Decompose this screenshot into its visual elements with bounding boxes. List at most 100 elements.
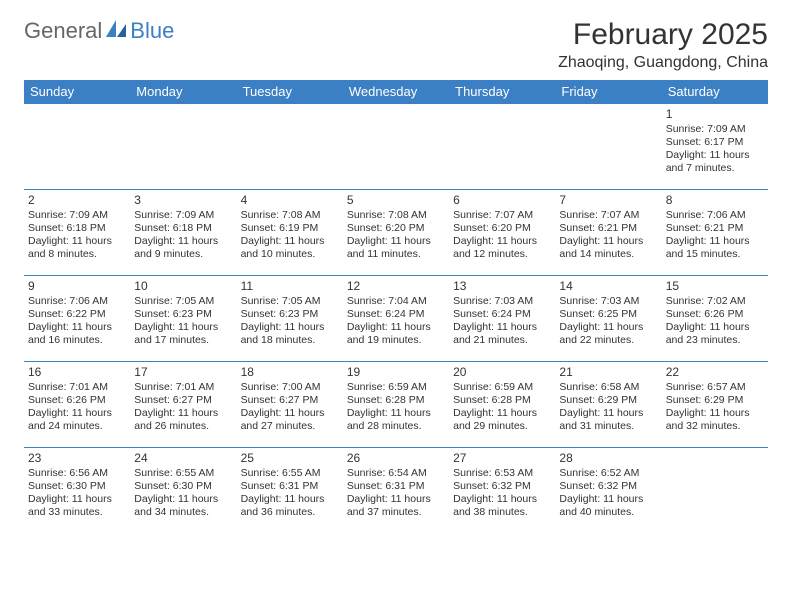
calendar-week: 1Sunrise: 7:09 AMSunset: 6:17 PMDaylight… [24,104,768,190]
daylight-text: Daylight: 11 hours and 15 minutes. [666,235,764,261]
sunset-text: Sunset: 6:20 PM [453,222,551,235]
sunset-text: Sunset: 6:29 PM [559,394,657,407]
day-header-monday: Monday [130,80,236,104]
sunset-text: Sunset: 6:23 PM [134,308,232,321]
sunrise-text: Sunrise: 7:01 AM [134,381,232,394]
sunrise-text: Sunrise: 7:04 AM [347,295,445,308]
sunset-text: Sunset: 6:30 PM [134,480,232,493]
sunset-text: Sunset: 6:19 PM [241,222,339,235]
sunset-text: Sunset: 6:28 PM [347,394,445,407]
calendar-week: 23Sunrise: 6:56 AMSunset: 6:30 PMDayligh… [24,448,768,534]
sunset-text: Sunset: 6:22 PM [28,308,126,321]
day-number: 12 [347,279,445,294]
logo-text-general: General [24,18,102,44]
day-number: 7 [559,193,657,208]
sunset-text: Sunset: 6:17 PM [666,136,764,149]
calendar-cell: 10Sunrise: 7:05 AMSunset: 6:23 PMDayligh… [130,276,236,362]
calendar-cell: 16Sunrise: 7:01 AMSunset: 6:26 PMDayligh… [24,362,130,448]
sunset-text: Sunset: 6:32 PM [559,480,657,493]
calendar-cell: 26Sunrise: 6:54 AMSunset: 6:31 PMDayligh… [343,448,449,534]
calendar-cell [237,104,343,190]
calendar-cell: 14Sunrise: 7:03 AMSunset: 6:25 PMDayligh… [555,276,661,362]
daylight-text: Daylight: 11 hours and 36 minutes. [241,493,339,519]
daylight-text: Daylight: 11 hours and 32 minutes. [666,407,764,433]
calendar-cell: 7Sunrise: 7:07 AMSunset: 6:21 PMDaylight… [555,190,661,276]
sunset-text: Sunset: 6:29 PM [666,394,764,407]
calendar-cell: 24Sunrise: 6:55 AMSunset: 6:30 PMDayligh… [130,448,236,534]
daylight-text: Daylight: 11 hours and 33 minutes. [28,493,126,519]
sunset-text: Sunset: 6:25 PM [559,308,657,321]
calendar-cell [662,448,768,534]
title-block: February 2025 Zhaoqing, Guangdong, China [558,18,768,72]
daylight-text: Daylight: 11 hours and 18 minutes. [241,321,339,347]
day-number: 24 [134,451,232,466]
day-number: 1 [666,107,764,122]
sunset-text: Sunset: 6:26 PM [28,394,126,407]
calendar-cell [130,104,236,190]
calendar-cell: 13Sunrise: 7:03 AMSunset: 6:24 PMDayligh… [449,276,555,362]
day-number: 25 [241,451,339,466]
daylight-text: Daylight: 11 hours and 23 minutes. [666,321,764,347]
calendar-cell: 17Sunrise: 7:01 AMSunset: 6:27 PMDayligh… [130,362,236,448]
sunrise-text: Sunrise: 6:56 AM [28,467,126,480]
sunset-text: Sunset: 6:18 PM [134,222,232,235]
logo: General Blue [24,18,174,44]
daylight-text: Daylight: 11 hours and 10 minutes. [241,235,339,261]
day-number: 17 [134,365,232,380]
header: General Blue February 2025 Zhaoqing, Gua… [24,18,768,72]
day-header-wednesday: Wednesday [343,80,449,104]
calendar-cell [343,104,449,190]
sunrise-text: Sunrise: 7:00 AM [241,381,339,394]
calendar-cell: 25Sunrise: 6:55 AMSunset: 6:31 PMDayligh… [237,448,343,534]
day-number: 5 [347,193,445,208]
day-number: 21 [559,365,657,380]
sunrise-text: Sunrise: 6:59 AM [347,381,445,394]
sunrise-text: Sunrise: 7:09 AM [134,209,232,222]
calendar-week: 2Sunrise: 7:09 AMSunset: 6:18 PMDaylight… [24,190,768,276]
daylight-text: Daylight: 11 hours and 40 minutes. [559,493,657,519]
calendar-cell: 4Sunrise: 7:08 AMSunset: 6:19 PMDaylight… [237,190,343,276]
sunrise-text: Sunrise: 6:55 AM [134,467,232,480]
sunset-text: Sunset: 6:30 PM [28,480,126,493]
calendar-cell: 19Sunrise: 6:59 AMSunset: 6:28 PMDayligh… [343,362,449,448]
calendar-cell: 22Sunrise: 6:57 AMSunset: 6:29 PMDayligh… [662,362,768,448]
daylight-text: Daylight: 11 hours and 19 minutes. [347,321,445,347]
sunrise-text: Sunrise: 6:58 AM [559,381,657,394]
calendar-cell: 11Sunrise: 7:05 AMSunset: 6:23 PMDayligh… [237,276,343,362]
sunrise-text: Sunrise: 7:08 AM [347,209,445,222]
sunset-text: Sunset: 6:21 PM [666,222,764,235]
sunset-text: Sunset: 6:21 PM [559,222,657,235]
daylight-text: Daylight: 11 hours and 21 minutes. [453,321,551,347]
sunset-text: Sunset: 6:24 PM [347,308,445,321]
daylight-text: Daylight: 11 hours and 31 minutes. [559,407,657,433]
day-number: 26 [347,451,445,466]
day-number: 4 [241,193,339,208]
daylight-text: Daylight: 11 hours and 27 minutes. [241,407,339,433]
day-number: 23 [28,451,126,466]
calendar-cell: 12Sunrise: 7:04 AMSunset: 6:24 PMDayligh… [343,276,449,362]
sunrise-text: Sunrise: 6:55 AM [241,467,339,480]
sunrise-text: Sunrise: 7:06 AM [666,209,764,222]
daylight-text: Daylight: 11 hours and 28 minutes. [347,407,445,433]
day-number: 16 [28,365,126,380]
sunrise-text: Sunrise: 6:52 AM [559,467,657,480]
calendar-cell: 27Sunrise: 6:53 AMSunset: 6:32 PMDayligh… [449,448,555,534]
sunrise-text: Sunrise: 7:08 AM [241,209,339,222]
sunset-text: Sunset: 6:24 PM [453,308,551,321]
day-number: 9 [28,279,126,294]
sunset-text: Sunset: 6:27 PM [241,394,339,407]
day-number: 13 [453,279,551,294]
daylight-text: Daylight: 11 hours and 17 minutes. [134,321,232,347]
calendar-cell: 1Sunrise: 7:09 AMSunset: 6:17 PMDaylight… [662,104,768,190]
day-number: 28 [559,451,657,466]
sunrise-text: Sunrise: 7:07 AM [559,209,657,222]
day-number: 18 [241,365,339,380]
location: Zhaoqing, Guangdong, China [558,54,768,72]
calendar-cell: 5Sunrise: 7:08 AMSunset: 6:20 PMDaylight… [343,190,449,276]
sunrise-text: Sunrise: 6:59 AM [453,381,551,394]
calendar-header-row: SundayMondayTuesdayWednesdayThursdayFrid… [24,80,768,104]
daylight-text: Daylight: 11 hours and 26 minutes. [134,407,232,433]
daylight-text: Daylight: 11 hours and 38 minutes. [453,493,551,519]
sunrise-text: Sunrise: 6:54 AM [347,467,445,480]
sunrise-text: Sunrise: 7:07 AM [453,209,551,222]
